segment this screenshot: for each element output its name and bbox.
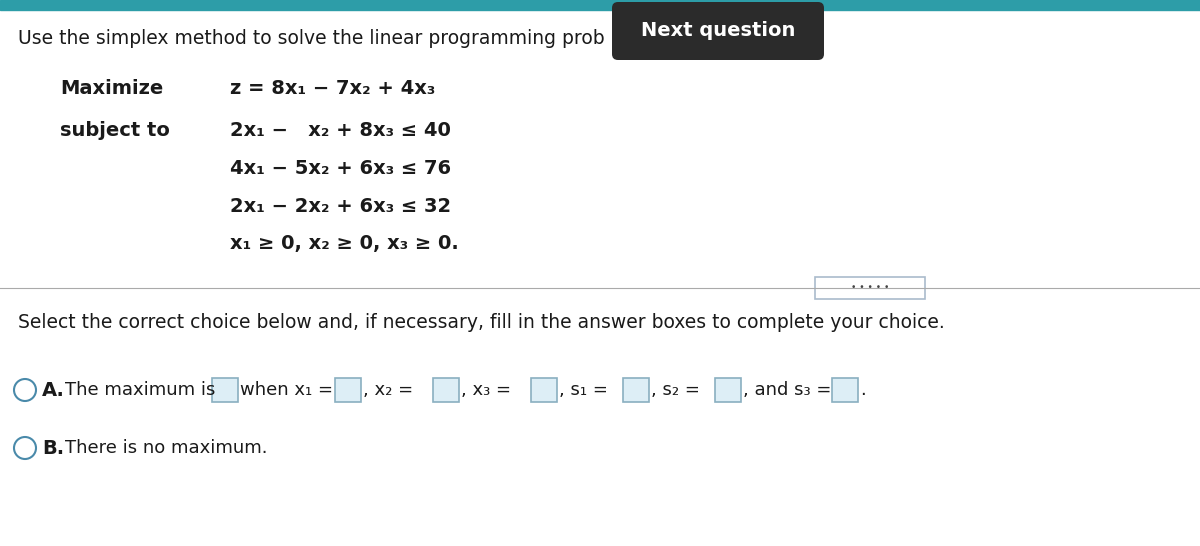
- Text: , s₁ =: , s₁ =: [559, 381, 608, 399]
- Text: .: .: [860, 381, 865, 399]
- Text: subject to: subject to: [60, 121, 170, 139]
- Text: 4x₁ − 5x₂ + 6x₃ ≤ 76: 4x₁ − 5x₂ + 6x₃ ≤ 76: [230, 158, 451, 177]
- Text: Use the simplex method to solve the linear programming prob: Use the simplex method to solve the line…: [18, 28, 605, 48]
- FancyBboxPatch shape: [433, 378, 458, 402]
- FancyBboxPatch shape: [212, 378, 238, 402]
- Text: 2x₁ −   x₂ + 8x₃ ≤ 40: 2x₁ − x₂ + 8x₃ ≤ 40: [230, 121, 451, 139]
- Text: 2x₁ − 2x₂ + 6x₃ ≤ 32: 2x₁ − 2x₂ + 6x₃ ≤ 32: [230, 197, 451, 216]
- Text: • • • • •: • • • • •: [851, 283, 889, 293]
- FancyBboxPatch shape: [623, 378, 649, 402]
- Text: There is no maximum.: There is no maximum.: [65, 439, 268, 457]
- Text: , x₂ =: , x₂ =: [364, 381, 413, 399]
- Text: z = 8x₁ − 7x₂ + 4x₃: z = 8x₁ − 7x₂ + 4x₃: [230, 79, 436, 98]
- Bar: [0, 0, 1200, 10]
- Text: , and s₃ =: , and s₃ =: [743, 381, 832, 399]
- Text: B.: B.: [42, 438, 64, 458]
- FancyBboxPatch shape: [832, 378, 858, 402]
- FancyBboxPatch shape: [715, 378, 742, 402]
- Text: The maximum is: The maximum is: [65, 381, 215, 399]
- FancyBboxPatch shape: [530, 378, 557, 402]
- Text: A.: A.: [42, 381, 65, 400]
- Text: Next question: Next question: [641, 21, 796, 40]
- Text: , x₃ =: , x₃ =: [461, 381, 511, 399]
- FancyBboxPatch shape: [335, 378, 361, 402]
- FancyBboxPatch shape: [612, 2, 824, 60]
- FancyBboxPatch shape: [815, 277, 925, 299]
- Text: when x₁ =: when x₁ =: [240, 381, 334, 399]
- Text: Maximize: Maximize: [60, 79, 163, 98]
- Text: x₁ ≥ 0, x₂ ≥ 0, x₃ ≥ 0.: x₁ ≥ 0, x₂ ≥ 0, x₃ ≥ 0.: [230, 234, 458, 253]
- Text: , s₂ =: , s₂ =: [650, 381, 700, 399]
- Text: Select the correct choice below and, if necessary, fill in the answer boxes to c: Select the correct choice below and, if …: [18, 312, 944, 331]
